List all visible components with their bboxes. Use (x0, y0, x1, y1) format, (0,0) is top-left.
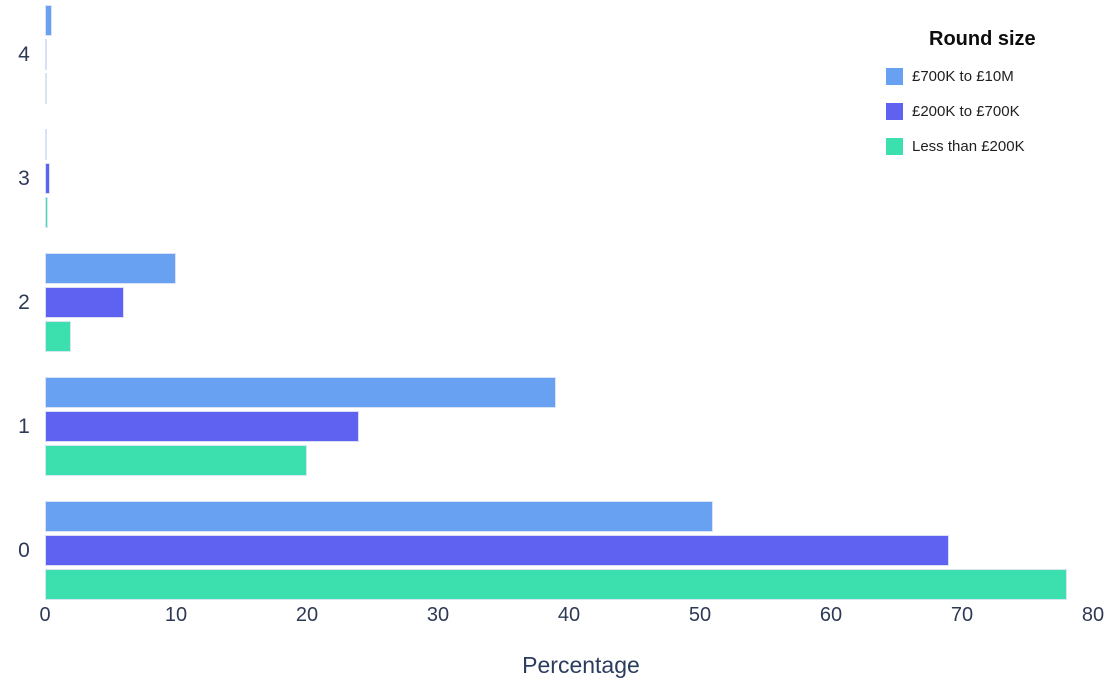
x-axis-tick-label-70: 70 (950, 604, 974, 626)
x-axis-tick-label-40: 40 (557, 604, 581, 626)
bar-series0-cat3 (45, 129, 47, 160)
x-axis-tick-label-50: 50 (688, 604, 712, 626)
legend-item-label: Less than £200K (912, 138, 1025, 156)
x-axis-title: Percentage (522, 652, 640, 678)
bar-group-0 (45, 501, 1093, 600)
x-axis-tick-label-0: 0 (39, 604, 51, 626)
x-axis-tick-label-30: 30 (426, 604, 450, 626)
legend-swatch-icon (886, 68, 903, 86)
bar-series1-cat2 (45, 287, 124, 318)
y-axis-label-0: 0 (18, 539, 30, 562)
legend-item-0: £700K to £10M (886, 68, 1014, 86)
legend-item-label: £700K to £10M (912, 68, 1014, 86)
legend-swatch-icon (886, 103, 903, 121)
y-axis-label-2: 2 (18, 291, 30, 314)
legend-item-1: £200K to £700K (886, 103, 1020, 121)
bar-series1-cat1 (45, 411, 360, 442)
bar-group-1 (45, 377, 1093, 476)
x-axis-tick-label-60: 60 (819, 604, 843, 626)
legend-item-label: £200K to £700K (912, 103, 1020, 121)
bar-group-3 (45, 129, 1093, 228)
bar-series2-cat4 (45, 73, 47, 104)
bar-series1-cat3 (45, 163, 51, 194)
y-axis-label-1: 1 (18, 415, 30, 438)
x-axis-tick-label-20: 20 (295, 604, 319, 626)
x-axis-tick-label-10: 10 (164, 604, 188, 626)
bar-series2-cat1 (45, 445, 307, 476)
bar-series2-cat2 (45, 321, 72, 352)
bar-series0-cat2 (45, 253, 176, 284)
x-axis-tick-label-80: 80 (1081, 604, 1105, 626)
legend-swatch-icon (886, 138, 903, 156)
bar-series1-cat4 (45, 39, 47, 70)
bar-series2-cat0 (45, 569, 1067, 600)
y-axis-label-3: 3 (18, 167, 30, 190)
legend-item-2: Less than £200K (886, 138, 1025, 156)
legend-title: Round size (929, 28, 1036, 50)
bar-series0-cat0 (45, 501, 714, 532)
bar-series2-cat3 (45, 197, 48, 228)
plot-area (45, 5, 1093, 601)
bar-group-4 (45, 5, 1093, 104)
bar-series0-cat4 (45, 5, 52, 36)
bar-series1-cat0 (45, 535, 949, 566)
bar-group-2 (45, 253, 1093, 352)
bar-series0-cat1 (45, 377, 556, 408)
y-axis-label-4: 4 (18, 43, 30, 66)
